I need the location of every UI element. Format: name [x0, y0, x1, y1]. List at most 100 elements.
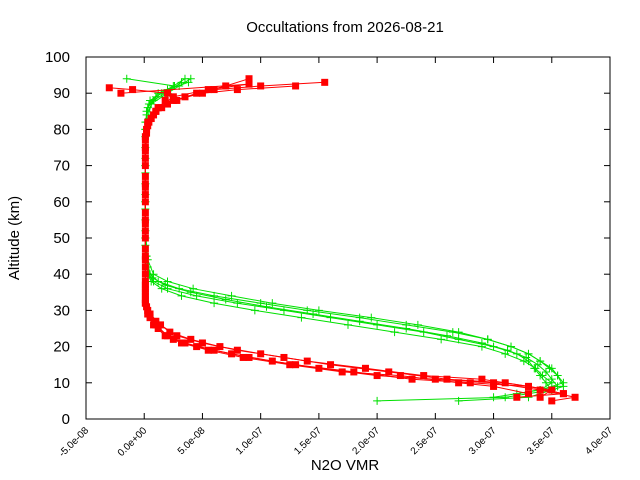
series-1-profile-2-point-0: [559, 390, 567, 398]
series-0-profile-4-point-14: [189, 284, 198, 293]
series-0-profile-3-point-0: [489, 393, 498, 402]
series-1-profile-2-point-4: [361, 364, 369, 372]
series-1-profile-4-point-22: [245, 80, 253, 88]
series-0-profile-3-point-15: [157, 284, 166, 293]
series-0-profile-4-point-16: [149, 270, 158, 279]
y-tick-label-4: 40: [53, 266, 70, 283]
series-1-profile-4-point-16: [141, 172, 149, 180]
x-tick-label-2: 5.0e-08: [176, 425, 208, 457]
y-tick-label-2: 20: [53, 339, 70, 356]
series-1-profile-1-point-5: [350, 368, 358, 376]
series-1-profile-1-point-4: [408, 375, 416, 383]
series-1-profile-4-point-9: [161, 332, 169, 340]
series-0-profile-4-point-11: [314, 306, 323, 315]
series-1-profile-2-point-2: [478, 375, 486, 383]
series-1-profile-0-point-19: [141, 133, 149, 141]
series-0-profile-3-point-10: [344, 320, 352, 329]
series-1-profile-4-point-1: [490, 382, 498, 390]
chart-title: Occultations from 2026-08-21: [246, 19, 444, 36]
series-1-profile-4-point-6: [239, 353, 247, 361]
series-1-profile-4-point-23: [117, 89, 125, 97]
x-tick-label-0: -5.0e-08: [57, 425, 91, 459]
series-0-profile-4-point-13: [227, 291, 236, 300]
series-0-profile-4-point-9: [413, 320, 422, 329]
series-0: [122, 74, 568, 405]
series-1-profile-4-point-7: [204, 346, 212, 354]
series-1-profile-0-point-5: [373, 372, 381, 380]
y-tick-label-7: 70: [53, 158, 70, 175]
series-0-profile-0-point-1: [501, 393, 510, 402]
series-0-profile-3-point-8: [437, 335, 446, 344]
series-1-profile-2-line: [144, 78, 564, 395]
series-1-profile-1-point-3: [466, 379, 474, 387]
series-0-profile-4-point-25: [122, 74, 131, 83]
series-0-profile-3-point-23: [149, 96, 158, 105]
y-tick-label-3: 30: [53, 302, 70, 319]
series-1-profile-3-point-7: [233, 346, 241, 354]
series-0-profile-2-point-3: [541, 367, 550, 376]
x-tick-label-7: 3.0e-07: [467, 425, 499, 457]
series-1-profile-2-point-10: [152, 317, 160, 325]
series-1-profile-4-point-4: [338, 368, 346, 376]
series-1-profile-3-point-2: [501, 379, 509, 387]
series-0-profile-2-point-13: [221, 295, 230, 304]
x-tick-label-8: 3.5e-07: [525, 425, 557, 457]
series-0-profile-3-point-6: [501, 349, 510, 358]
series-1-profile-3-point-21: [164, 89, 172, 97]
series-1-profile-2-point-23: [245, 75, 253, 83]
series-0-profile-2-point-9: [402, 324, 411, 333]
series-0-profile-2-point-8: [442, 331, 451, 340]
series-0-profile-4-line: [126, 78, 565, 391]
series-1-profile-4-point-10: [150, 321, 158, 329]
series-1-profile-3-point-22: [129, 86, 137, 94]
series-1-profile-4-point-21: [204, 86, 212, 94]
series-1-profile-2-point-9: [166, 328, 174, 336]
x-tick-label-9: 4.0e-07: [583, 425, 615, 457]
series-0-profile-3-point-7: [477, 342, 486, 351]
y-axis-label: Altitude (km): [6, 196, 23, 280]
y-tick-label-6: 60: [53, 194, 70, 211]
series-0-profile-3-point-12: [250, 306, 259, 315]
series-0-profile-3-point-11: [297, 313, 306, 322]
series-0-profile-1-point-14: [210, 291, 219, 300]
y-tick-label-8: 80: [53, 121, 70, 138]
y-tick-label-5: 50: [53, 230, 70, 247]
series-1-profile-4-point-19: [154, 104, 162, 112]
x-axis-label: N2O VMR: [311, 457, 380, 474]
series-1-profile-4-point-11: [144, 310, 152, 318]
y-axis: 0 10 20 30 40 50 60 70 80 90 100: [45, 49, 610, 428]
series-0-profile-4-point-3: [545, 364, 554, 373]
series-layer: [105, 74, 579, 405]
series-0-profile-4-point-22: [144, 100, 153, 109]
x-tick-label-5: 2.0e-07: [350, 425, 382, 457]
series-1-profile-4-point-0: [524, 390, 532, 398]
x-axis: -5.0e-08 0.0e+00 5.0e-08 1.0e-07 1.5e-07 2.0e…: [57, 57, 615, 459]
series-1-profile-0-point-3: [490, 379, 498, 387]
series-0-profile-0-point-0: [373, 396, 382, 405]
series-1-profile-4-point-12: [141, 299, 149, 307]
series-0-profile-4-point-7: [483, 335, 492, 344]
series-1-profile-0-point-11: [154, 325, 162, 332]
series-1-profile-3-point-10: [157, 321, 165, 329]
series-1-profile-2-point-11: [144, 306, 152, 314]
series-0-profile-0-point-14: [233, 299, 242, 308]
series-1-profile-0-point-23: [181, 93, 189, 101]
series-1-profile-3-point-23: [105, 84, 113, 92]
series-1-profile-0-point-0: [548, 397, 556, 405]
x-tick-label-6: 2.5e-07: [409, 425, 441, 457]
series-1-profile-0-point-1: [571, 393, 579, 401]
series-1-profile-4-point-15: [141, 209, 149, 217]
series-0-profile-2-point-1: [553, 382, 562, 391]
series-0-profile-3-point-25: [177, 78, 186, 87]
series-0-profile-4-point-12: [268, 299, 277, 308]
series-1-profile-0-point-4: [431, 375, 439, 383]
series-1-profile-2-point-21: [193, 89, 201, 97]
series-1-profile-4-point-8: [177, 339, 185, 347]
series-0-profile-4-point-10: [367, 313, 376, 322]
series-0-profile-3-point-3: [538, 371, 547, 380]
series-0-profile-4-point-1: [559, 378, 568, 387]
series-1-profile-1-point-24: [233, 86, 241, 94]
y-tick-label-10: 100: [45, 49, 70, 66]
series-1-profile-3-point-6: [280, 353, 288, 361]
series-1-profile-4-point-5: [286, 361, 294, 369]
